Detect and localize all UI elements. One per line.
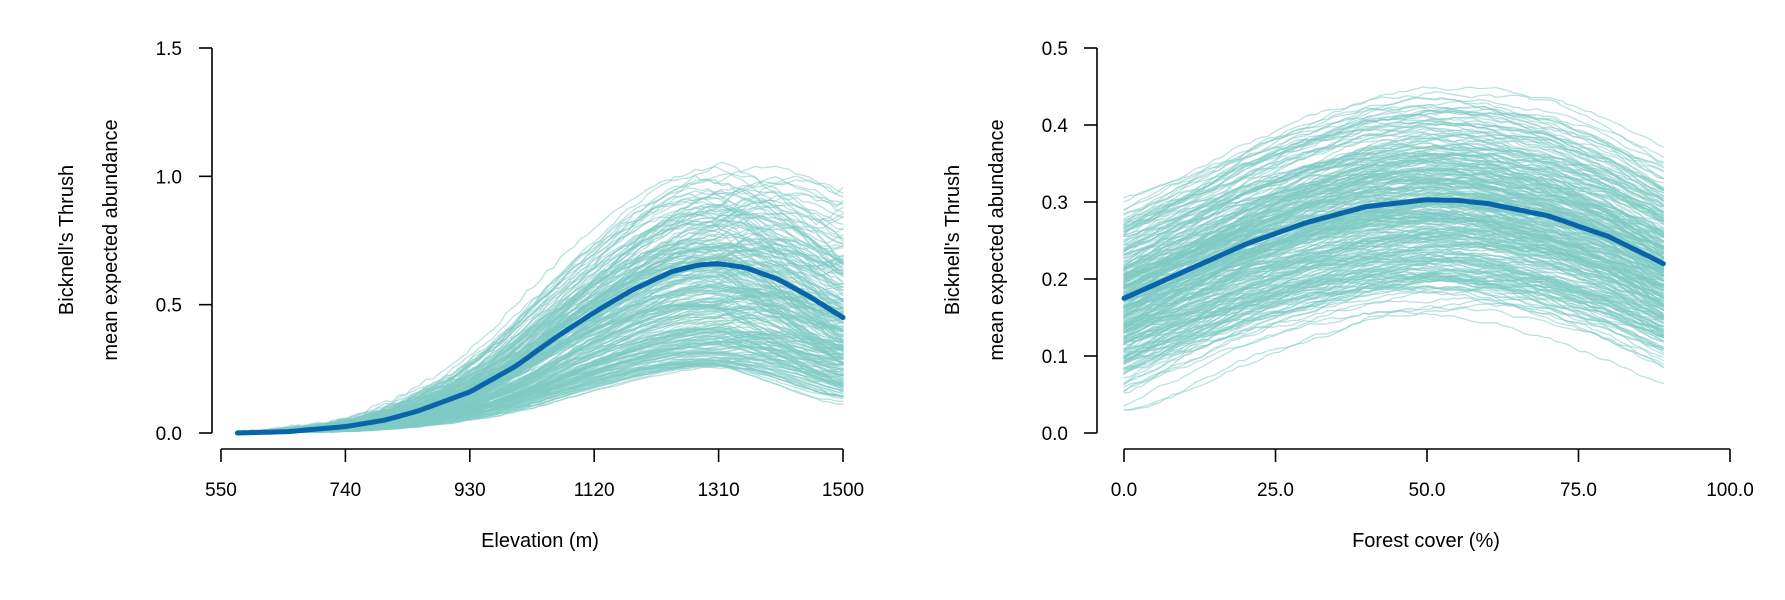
forest-cover-draw-line (1123, 223, 1664, 344)
forest-cover-draw-line (1123, 217, 1664, 317)
forest-cover-draw-line (1123, 210, 1664, 299)
forest-cover-draw-line (1123, 233, 1664, 352)
forest-cover-draw-line (1123, 110, 1664, 216)
forest-cover-draw-line (1123, 121, 1664, 263)
forest-cover-draw-line (1123, 303, 1664, 411)
forest-cover-draw-line (1123, 144, 1664, 244)
elevation-y-tick-label: 0.0 (156, 424, 182, 445)
elevation-draw-line (236, 350, 844, 433)
elevation-x-tick-label: 1120 (574, 480, 615, 501)
forest-cover-draw-line (1123, 151, 1664, 253)
forest-cover-x-tick-label: 0.0 (1111, 480, 1137, 501)
forest-cover-draw-line (1123, 270, 1664, 342)
forest-cover-draw-line (1123, 126, 1664, 227)
forest-cover-y-tick-label: 0.2 (1042, 270, 1068, 291)
forest-cover-draw-line (1123, 275, 1664, 346)
elevation-x-tick-label: 740 (330, 480, 362, 501)
elevation-draw-line (236, 282, 844, 433)
forest-cover-draw-line (1123, 291, 1664, 368)
elevation-draw-line (236, 246, 844, 433)
forest-cover-draw-line (1123, 108, 1664, 268)
elevation-x-tick-label: 1500 (822, 480, 864, 501)
forest-cover-draw-line (1123, 190, 1664, 312)
forest-cover-draw-line (1123, 214, 1664, 304)
forest-cover-draw-line (1123, 210, 1664, 304)
forest-cover-draw-line (1123, 146, 1664, 281)
elevation-x-axis-title: Elevation (m) (481, 530, 599, 552)
forest-cover-draw-line (1123, 174, 1664, 298)
forest-cover-draw-line (1123, 246, 1664, 327)
forest-cover-draw-line (1123, 285, 1664, 366)
elevation-y-tick-label: 1.5 (156, 39, 182, 60)
elevation-mean-curve (234, 261, 846, 436)
elevation-draw-line (236, 174, 844, 433)
forest-cover-y-tick-label: 0.0 (1042, 424, 1068, 445)
elevation-y-ticks: 0.0 0.5 1.0 1.5 (156, 39, 212, 445)
elevation-y-axis-title-line-1: Bicknell's Thrush (56, 165, 78, 315)
elevation-y-tick-label: 1.0 (156, 167, 182, 188)
forest-cover-draw-line (1123, 157, 1664, 267)
forest-cover-draw-line (1123, 230, 1664, 327)
forest-cover-draw-line (1123, 274, 1664, 394)
elevation-y-tick-label: 0.5 (156, 296, 182, 317)
elevation-y-axis-title-line-2: mean expected abundance (100, 119, 122, 360)
forest-cover-draw-line (1123, 142, 1664, 283)
elevation-x-tick-label: 930 (454, 480, 486, 501)
forest-cover-x-tick-label: 100.0 (1706, 480, 1754, 501)
elevation-draw-line (236, 263, 844, 433)
forest-cover-posterior-draws (1123, 86, 1664, 411)
forest-cover-y-axis-title-line-2: mean expected abundance (986, 119, 1008, 360)
forest-cover-x-axis-title: Forest cover (%) (1352, 530, 1500, 552)
forest-cover-x-tick-label: 25.0 (1257, 480, 1294, 501)
forest-cover-draw-line (1123, 269, 1664, 392)
forest-cover-draw-line (1123, 241, 1664, 372)
forest-cover-y-tick-label: 0.1 (1042, 347, 1068, 368)
forest-cover-draw-line (1123, 215, 1664, 359)
elevation-x-tick-label: 1310 (697, 480, 739, 501)
elevation-x-ticks: 550 740 930 1120 1310 1500 (205, 449, 864, 501)
forest-cover-draw-line (1123, 166, 1664, 296)
forest-cover-panel: 0.00.10.20.30.40.5 0.0 25.0 50.0 75.0 100.0 … (942, 39, 1754, 552)
forest-cover-draw-line (1123, 157, 1664, 251)
elevation-x-tick-label: 550 (205, 480, 237, 501)
forest-cover-draw-line (1123, 233, 1664, 324)
forest-cover-draw-line (1123, 252, 1664, 344)
elevation-posterior-draws (236, 161, 844, 433)
forest-cover-x-tick-label: 50.0 (1409, 480, 1446, 501)
forest-cover-draw-line (1123, 306, 1664, 388)
forest-cover-draw-line (1123, 152, 1664, 296)
forest-cover-draw-line (1123, 271, 1664, 354)
forest-cover-y-tick-label: 0.3 (1042, 193, 1068, 214)
forest-cover-draw-line (1123, 150, 1664, 255)
forest-cover-draw-line (1123, 106, 1664, 230)
forest-cover-mean-curve (1121, 197, 1666, 301)
forest-cover-draw-line (1123, 173, 1664, 284)
forest-cover-y-tick-label: 0.4 (1042, 116, 1069, 137)
forest-cover-draw-line (1123, 170, 1664, 299)
forest-cover-draw-line (1123, 103, 1664, 215)
forest-cover-draw-line (1123, 225, 1664, 309)
elevation-panel: 0.0 0.5 1.0 1.5 550 740 930 1120 1310 1500 Eleva… (56, 39, 864, 552)
forest-cover-draw-line (1123, 105, 1664, 212)
forest-cover-draw-line (1123, 185, 1664, 286)
forest-cover-y-tick-label: 0.5 (1042, 39, 1068, 60)
forest-cover-y-ticks: 0.0 0.1 0.2 0.3 0.4 0.5 (1042, 39, 1097, 445)
forest-cover-draw-line (1123, 277, 1664, 374)
forest-cover-draw-line (1123, 256, 1664, 327)
forest-cover-draw-line (1123, 259, 1664, 358)
forest-cover-draw-line (1123, 167, 1664, 283)
forest-cover-x-ticks: 0.0 25.0 50.0 75.0 100.0 (1111, 449, 1754, 501)
forest-cover-draw-line (1123, 129, 1664, 266)
forest-cover-y-axis-title-line-1: Bicknell's Thrush (942, 165, 964, 315)
forest-cover-draw-line (1123, 86, 1664, 225)
forest-cover-x-tick-label: 75.0 (1560, 480, 1597, 501)
